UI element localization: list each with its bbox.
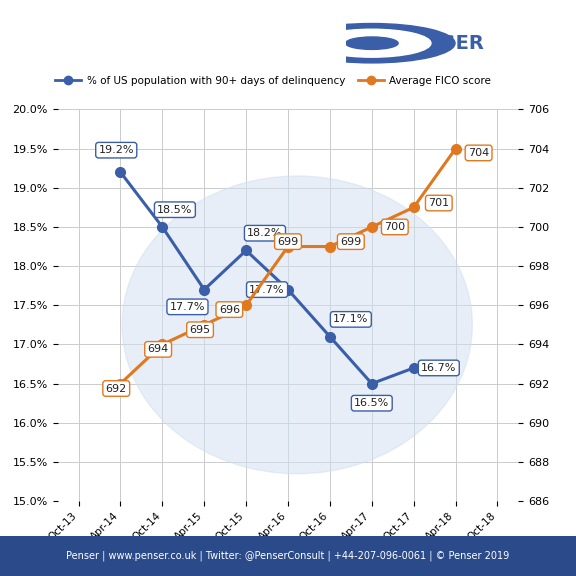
- Circle shape: [346, 37, 398, 50]
- Text: 17.1%: 17.1%: [333, 314, 369, 324]
- Text: PENSER: PENSER: [398, 34, 484, 52]
- Text: 18.2%: 18.2%: [247, 228, 283, 238]
- Text: 696: 696: [219, 305, 240, 314]
- Legend: % of US population with 90+ days of delinquency, Average FICO score: % of US population with 90+ days of deli…: [51, 71, 495, 90]
- Text: 18.5%: 18.5%: [157, 204, 192, 215]
- Text: 16.7%: 16.7%: [421, 363, 457, 373]
- Text: 699: 699: [278, 237, 298, 247]
- Text: Penser | www.penser.co.uk | Twitter: @PenserConsult | +44-207-096-0061 | © Pense: Penser | www.penser.co.uk | Twitter: @Pe…: [66, 551, 510, 561]
- Text: 695: 695: [190, 325, 211, 335]
- FancyBboxPatch shape: [0, 536, 576, 576]
- Text: 704: 704: [468, 148, 489, 158]
- Text: 19.2%: 19.2%: [98, 145, 134, 155]
- Text: 694: 694: [147, 344, 169, 354]
- Text: 692: 692: [105, 384, 127, 393]
- Circle shape: [313, 29, 431, 57]
- Text: 17.7%: 17.7%: [249, 285, 285, 294]
- Text: 16.5%: 16.5%: [354, 398, 389, 408]
- Circle shape: [122, 176, 472, 473]
- Text: 701: 701: [428, 198, 449, 208]
- Text: 17.7%: 17.7%: [170, 302, 205, 312]
- Text: 700: 700: [384, 222, 406, 232]
- Text: 699: 699: [340, 237, 362, 247]
- Circle shape: [289, 24, 455, 63]
